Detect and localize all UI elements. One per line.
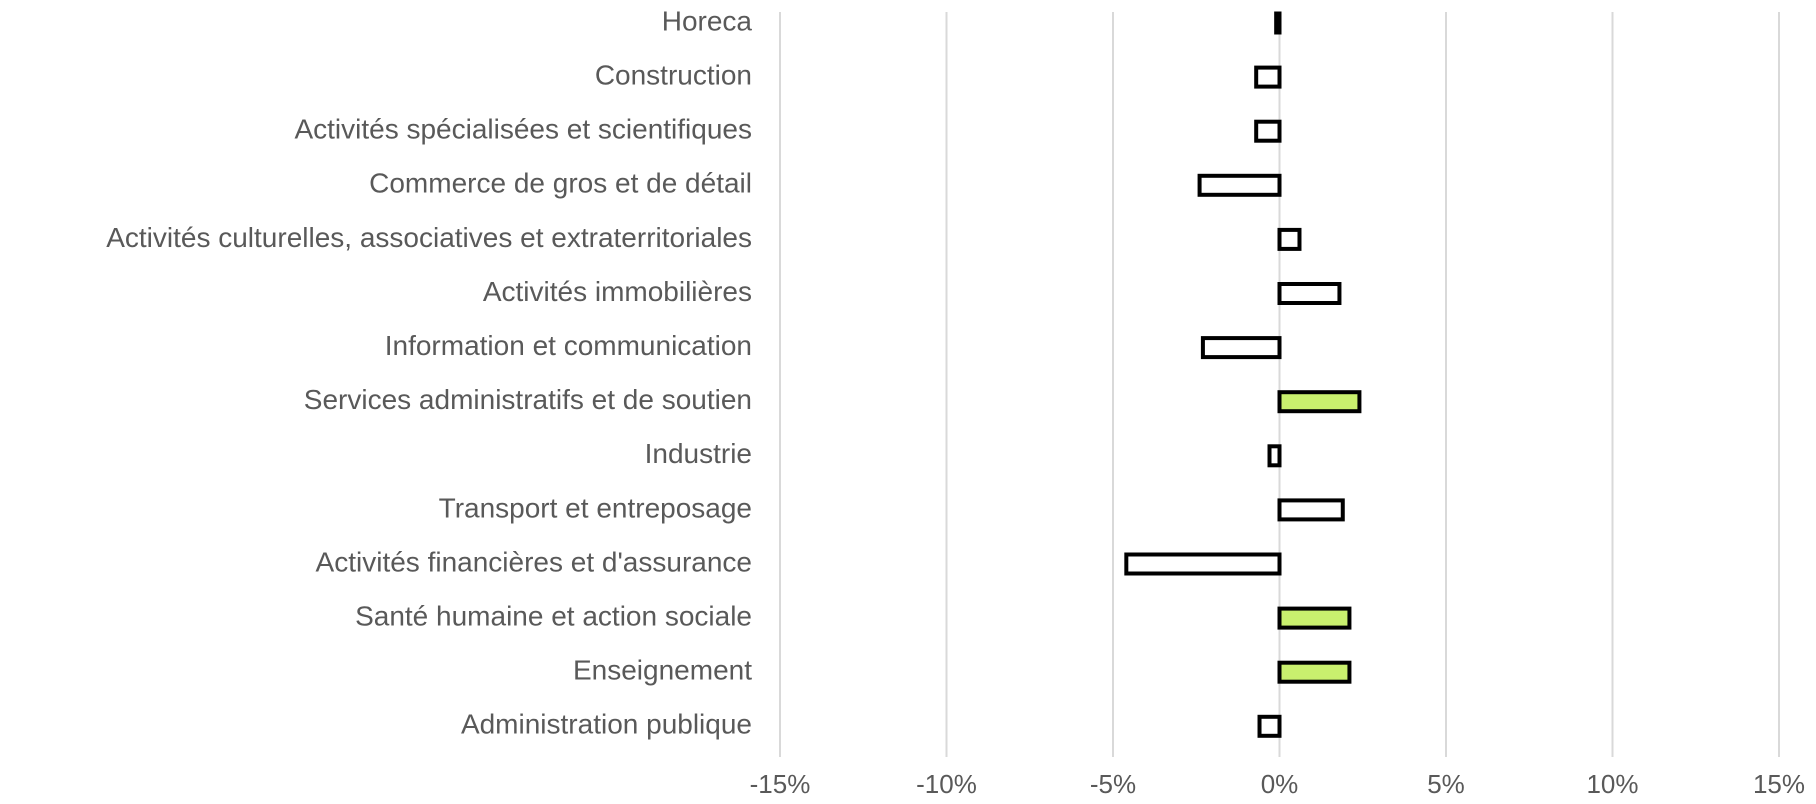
y-tick-label: Activités culturelles, associatives et e… bbox=[106, 222, 752, 253]
y-tick-label: Enseignement bbox=[573, 655, 752, 686]
x-tick-label: -5% bbox=[1090, 769, 1136, 799]
y-tick-label: Commerce de gros et de détail bbox=[369, 168, 752, 199]
bar bbox=[1277, 390, 1362, 414]
bar bbox=[1277, 227, 1302, 251]
bar bbox=[1197, 173, 1282, 197]
y-tick-label: Activités spécialisées et scientifiques bbox=[294, 114, 752, 145]
bar bbox=[1274, 11, 1282, 35]
y-tick-label: Services administratifs et de soutien bbox=[304, 384, 752, 415]
bar bbox=[1277, 660, 1352, 684]
x-tick-label: -10% bbox=[916, 769, 977, 799]
y-tick-label: Horeca bbox=[662, 5, 753, 36]
bar bbox=[1277, 606, 1352, 630]
bar bbox=[1124, 552, 1282, 576]
y-tick-label: Transport et entreposage bbox=[439, 492, 752, 523]
y-tick-label: Santé humaine et action sociale bbox=[355, 600, 752, 631]
y-tick-label: Activités financières et d'assurance bbox=[316, 546, 752, 577]
bar bbox=[1277, 282, 1342, 305]
x-tick-label: 15% bbox=[1753, 769, 1805, 799]
y-tick-label: Activités immobilières bbox=[483, 276, 752, 307]
bar bbox=[1257, 714, 1282, 738]
x-tick-label: 10% bbox=[1586, 769, 1638, 799]
y-tick-label: Construction bbox=[595, 59, 752, 90]
x-tick-label: -15% bbox=[750, 769, 811, 799]
x-tick-label: 0% bbox=[1261, 769, 1299, 799]
y-tick-label: Industrie bbox=[645, 438, 752, 469]
bar bbox=[1254, 119, 1282, 143]
bar bbox=[1200, 336, 1282, 360]
bar bbox=[1254, 65, 1282, 89]
y-tick-label: Administration publique bbox=[461, 709, 752, 740]
bar bbox=[1277, 498, 1345, 522]
x-tick-label: 5% bbox=[1427, 769, 1465, 799]
bar bbox=[1267, 444, 1282, 468]
y-tick-label: Information et communication bbox=[385, 330, 752, 361]
